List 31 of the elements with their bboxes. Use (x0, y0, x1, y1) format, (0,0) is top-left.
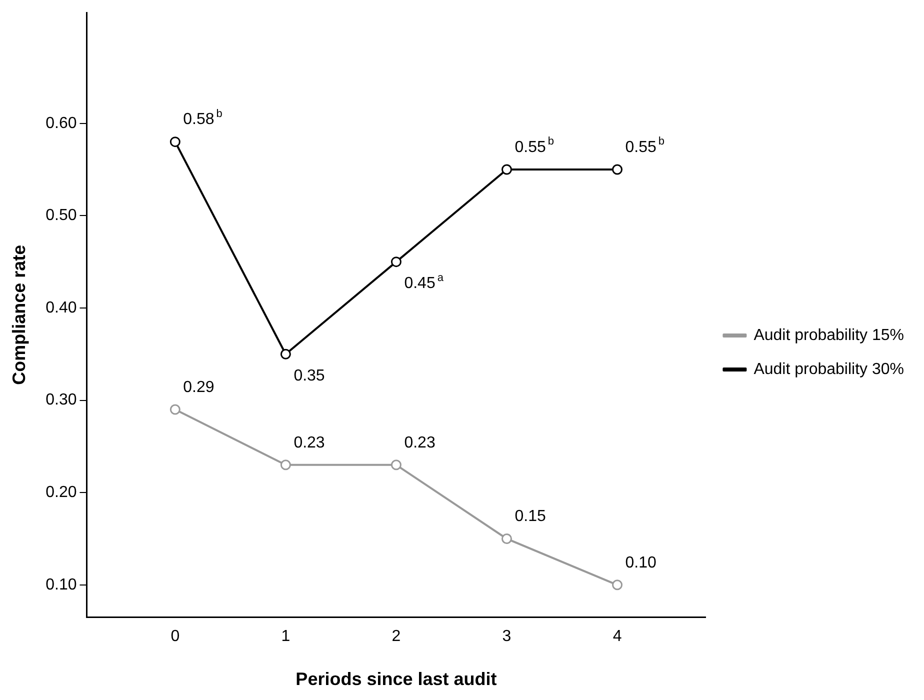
x-tick-label: 4 (612, 628, 622, 646)
point (280, 348, 291, 360)
y-tick-label: 0.30 (46, 392, 77, 409)
x-tick-label: 1 (281, 628, 290, 646)
x-tick-label: 0 (170, 628, 180, 646)
point (170, 136, 180, 148)
data-label: 0.15 (514, 508, 546, 526)
point (170, 404, 180, 415)
point (501, 164, 512, 175)
point (612, 580, 623, 590)
x-tick-label: 2 (392, 628, 401, 646)
point (612, 164, 623, 175)
legend-label: Audit probability 30% (754, 360, 904, 378)
y-axis-title: Compliance rate (8, 244, 29, 385)
y-tick-label: 0.40 (46, 299, 77, 316)
x-tick-label: 3 (502, 628, 512, 646)
y-tick-label: 0.60 (46, 114, 77, 132)
legend-label: Audit probability 15% (754, 326, 904, 344)
point (390, 460, 402, 470)
x-axis-title: Periods since last audit (296, 669, 497, 690)
y-tick-label: 0.20 (46, 484, 77, 501)
data-label: 0.35 (294, 368, 325, 385)
data-label: 0.23 (294, 434, 325, 452)
point (280, 460, 291, 470)
point (390, 256, 402, 268)
point (501, 533, 512, 544)
y-tick-label: 0.10 (46, 576, 77, 594)
data-label: 0.23 (404, 434, 436, 452)
y-tick-label: 0.50 (46, 207, 77, 224)
data-label: 0.29 (183, 378, 214, 396)
data-label: 0.10 (625, 554, 657, 572)
